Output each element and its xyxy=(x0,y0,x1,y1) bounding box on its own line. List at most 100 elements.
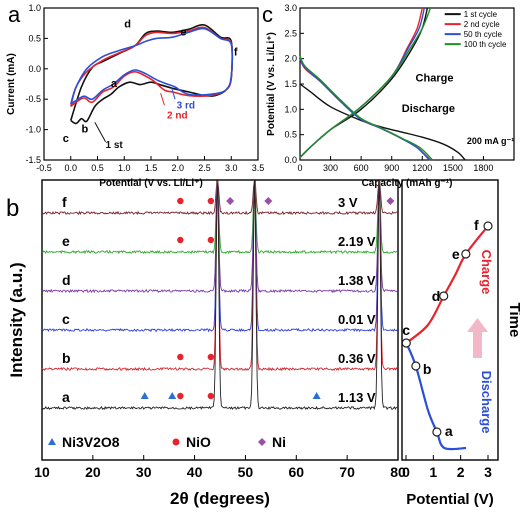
legend-entry: 50 th cycle xyxy=(464,30,503,39)
x-tick-label: 3 xyxy=(484,464,492,480)
annotation-discharge: Discharge xyxy=(402,103,455,115)
discharge-curve xyxy=(299,83,466,161)
y-tick-label: 1.5 xyxy=(284,79,297,89)
ni3v2o8-marker xyxy=(312,392,321,399)
nio-marker xyxy=(177,236,184,244)
trace-label: b xyxy=(62,350,71,366)
point-label: a xyxy=(445,423,453,439)
series-label: 1 st xyxy=(106,140,124,151)
x-tick-label: 600 xyxy=(354,163,369,173)
charge-label: Charge xyxy=(479,250,494,295)
series-label: 3 rd xyxy=(177,100,195,111)
x-axis-label: 2θ (degrees) xyxy=(170,489,270,508)
panel-label-b: b xyxy=(6,195,19,222)
xrd-panel: 10 20 30 40 50 60 70 80 2θ (degrees) Intensity (a… xyxy=(7,179,406,508)
point-marker xyxy=(461,249,471,259)
x-tick-label: 2.5 xyxy=(198,163,211,173)
x-tick-label: 3.0 xyxy=(225,163,238,173)
discharge-label: Discharge xyxy=(479,371,494,434)
potential-time-panel: 0 1 2 3 Potential (V) Time a b c d ef Charge Dischar… xyxy=(401,179,520,508)
x-tick-label: 70 xyxy=(339,464,355,480)
charge-discharge-panel: 0 300 600 900 1200 1500 1800 0.0 0.5 1.0 1.5 2.0 2.5… xyxy=(266,3,515,189)
x-tick-label: 10 xyxy=(34,464,50,480)
nio-marker xyxy=(207,197,215,205)
xrd-trace xyxy=(41,180,398,255)
y-tick-label: -1.0 xyxy=(25,125,41,135)
y-tick-label: 1.0 xyxy=(28,3,41,13)
y-tick-label: -0.5 xyxy=(25,94,41,104)
x-tick-label: 0.5 xyxy=(91,163,104,173)
trace-potential: 0.36 V xyxy=(338,351,376,366)
x-tick-label: 2 xyxy=(457,464,465,480)
trace-potential: 1.13 V xyxy=(338,390,376,405)
trace-potential: 1.38 V xyxy=(338,273,376,288)
legend-entry: Ni3V2O8 xyxy=(62,434,120,450)
legend-swatch xyxy=(258,438,266,446)
y-tick-label: -1.5 xyxy=(25,155,41,165)
arrow-line xyxy=(170,86,176,100)
legend-entry: 1 st cycle xyxy=(464,10,498,19)
ni-marker xyxy=(264,197,273,205)
peak-label: a xyxy=(111,78,118,90)
x-tick-label: 1800 xyxy=(473,163,493,173)
point-label: f xyxy=(474,217,479,233)
series-line xyxy=(70,27,234,105)
y-axis-label: Current (mA) xyxy=(6,53,17,115)
legend-entry: 2 nd cycle xyxy=(464,20,501,29)
nio-marker xyxy=(207,392,215,400)
cv-panel: -0.5 0.0 0.5 1.0 1.5 2.0 2.5 3.0 3.5 -1.5 -1.0 -0.5… xyxy=(6,3,264,189)
arrow-line xyxy=(160,92,165,106)
ni3v2o8-marker xyxy=(140,392,149,399)
trace-potential: 0.01 V xyxy=(338,312,376,327)
peak-label: b xyxy=(81,124,88,136)
y-axis-label: Time xyxy=(506,303,520,338)
xrd-trace xyxy=(41,180,398,216)
x-tick-label: 0.0 xyxy=(64,163,77,173)
x-tick-label: 1.0 xyxy=(118,163,131,173)
legend-swatch xyxy=(48,438,56,445)
x-tick-label: 900 xyxy=(384,163,399,173)
legend-entry: 100 th cycle xyxy=(464,40,507,49)
y-tick-label: 0.5 xyxy=(284,130,297,140)
xrd-trace xyxy=(41,180,398,411)
y-tick-label: 0.5 xyxy=(28,33,41,43)
nio-marker xyxy=(207,236,215,244)
annotation-charge: Charge xyxy=(416,72,454,84)
peak-label: e xyxy=(180,26,186,38)
annotation-rate: 200 mA g⁻¹ xyxy=(467,136,514,146)
x-axis-label: Potential (V) xyxy=(406,491,494,508)
y-tick-label: 2.0 xyxy=(284,54,297,64)
plot-frame xyxy=(401,179,499,461)
y-tick-label: 0.0 xyxy=(28,64,41,74)
x-tick-label: 0 xyxy=(297,163,302,173)
panel-label-c: c xyxy=(262,2,273,27)
peak-label: f xyxy=(234,46,238,58)
peak-label: d xyxy=(124,18,131,30)
peak-label: c xyxy=(63,133,69,145)
nio-marker xyxy=(177,353,184,361)
x-tick-label: 1200 xyxy=(412,163,432,173)
y-tick-label: 2.5 xyxy=(284,28,297,38)
trace-label: a xyxy=(62,389,70,405)
trace-label: e xyxy=(62,233,70,249)
plot-frame xyxy=(41,179,399,461)
x-tick-label: 300 xyxy=(323,163,338,173)
discharge-curve xyxy=(299,55,433,161)
point-label: c xyxy=(402,322,410,338)
nio-marker xyxy=(177,392,184,400)
point-label: d xyxy=(432,288,441,304)
x-tick-label: 2.0 xyxy=(171,163,184,173)
point-marker xyxy=(401,338,411,348)
direction-arrow xyxy=(473,330,482,358)
point-label: b xyxy=(423,361,432,377)
point-marker xyxy=(483,221,493,231)
ni-marker xyxy=(226,197,235,205)
y-tick-label: 0.0 xyxy=(284,155,297,165)
x-tick-label: 20 xyxy=(85,464,101,480)
discharge-curve xyxy=(299,58,430,161)
x-tick-label: 60 xyxy=(288,464,304,480)
trace-potential: 2.19 V xyxy=(338,234,376,249)
y-axis-label: Potential (V vs. Li/Li⁺) xyxy=(266,32,277,136)
x-tick-label: -0.5 xyxy=(36,163,52,173)
